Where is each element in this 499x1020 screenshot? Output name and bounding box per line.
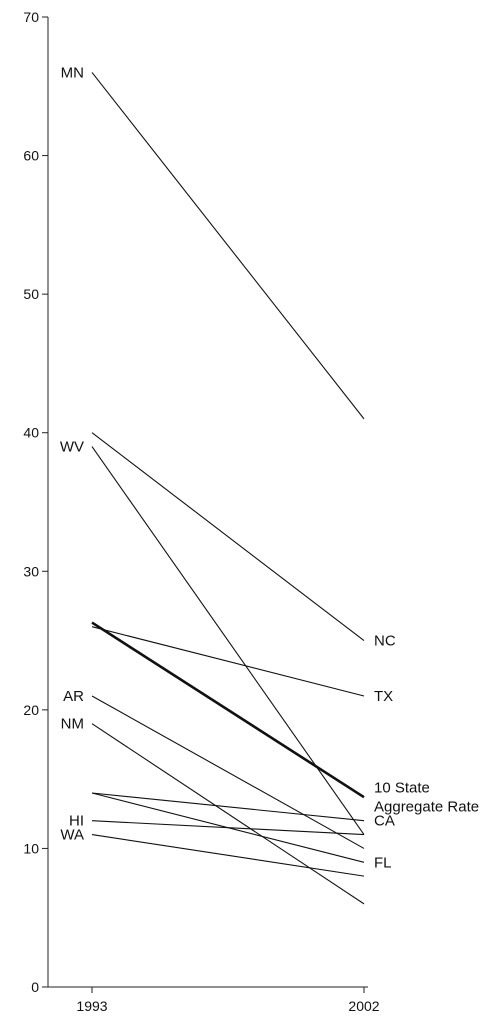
series-line-ar bbox=[91, 695, 365, 849]
x-tick-label: 2002 bbox=[348, 998, 379, 1014]
y-tick-label: 30 bbox=[23, 563, 39, 579]
series-label-tx: TX bbox=[374, 688, 393, 705]
series-label-wv: WV bbox=[60, 439, 84, 456]
y-tick-label: 20 bbox=[23, 702, 39, 718]
series-label-nm: NM bbox=[61, 716, 84, 733]
y-tick-label: 50 bbox=[23, 286, 39, 302]
series-labels: MN WV NC TX 10 State Aggregate Rate AR NM CA FL HI… bbox=[60, 64, 479, 871]
series-line-nc bbox=[91, 432, 365, 642]
series-label-mn: MN bbox=[61, 64, 84, 81]
series-line-ca bbox=[91, 792, 365, 822]
y-tick-label: 70 bbox=[23, 9, 39, 25]
series-line-tx bbox=[91, 626, 365, 697]
series-label-wa: WA bbox=[60, 827, 84, 844]
series-label-agg: 10 State Aggregate Rate bbox=[374, 780, 479, 816]
series-line-nm bbox=[91, 723, 365, 905]
y-tick-label: 40 bbox=[23, 425, 39, 441]
series-line-hi bbox=[91, 820, 365, 836]
series-label-hi: HI bbox=[69, 813, 84, 830]
series-label-ar: AR bbox=[63, 688, 84, 705]
y-tick-label: 0 bbox=[31, 979, 39, 995]
y-tick-label: 10 bbox=[23, 840, 39, 856]
series-label-nc: NC bbox=[374, 633, 396, 650]
series-label-fl: FL bbox=[374, 854, 392, 871]
series-lines bbox=[91, 72, 365, 905]
x-tick-label: 1993 bbox=[76, 998, 107, 1014]
series-line-wv bbox=[91, 446, 365, 835]
series-line-wa bbox=[91, 834, 365, 877]
series-line-mn bbox=[91, 72, 365, 420]
axes: 0 10 20 30 40 50 60 70 1993 2002 bbox=[23, 9, 379, 1014]
y-tick-label: 60 bbox=[23, 148, 39, 164]
series-label-ca: CA bbox=[374, 813, 395, 830]
series-line-agg bbox=[91, 621, 365, 799]
